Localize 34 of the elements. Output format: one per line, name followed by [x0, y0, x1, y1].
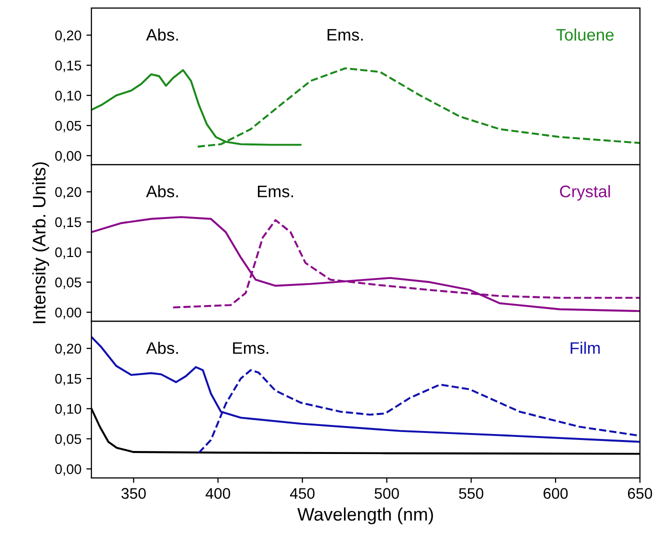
y-tick-label: 0,20 [55, 187, 82, 199]
annotation: Abs. [146, 185, 178, 198]
x-tick-label: 450 [290, 488, 315, 499]
annotation: Ems. [328, 29, 363, 41]
line-series [91, 216, 640, 312]
annotation: Abs. [146, 342, 178, 354]
x-tick-label: 500 [374, 488, 399, 499]
x-tick-label: 350 [121, 488, 146, 499]
x-tick-label: 550 [459, 488, 484, 499]
annotation: Ems. [233, 342, 268, 354]
y-tick-label: 0,20 [55, 30, 82, 42]
y-tick-label: 0,05 [55, 277, 82, 289]
annotation: Ems. [258, 186, 294, 198]
x-axis-title: Wavelength (nm) [297, 507, 433, 524]
y-tick-label: 0,10 [55, 404, 82, 416]
y-tick-label: 0,20 [55, 344, 82, 356]
annotation: Toluene [556, 28, 614, 41]
annotation: Abs. [146, 28, 178, 41]
y-tick-label: 0,15 [55, 217, 82, 229]
annotation: Crystal [560, 185, 610, 201]
y-tick-label: 0,10 [55, 90, 82, 102]
y-tick-label: 0,00 [55, 150, 82, 162]
y-tick-label: 0,15 [55, 374, 82, 386]
y-tick-label: 0,10 [55, 247, 82, 259]
x-tick-label: 400 [206, 488, 230, 499]
x-tick-label: 650 [628, 488, 652, 499]
y-tick-label: 0,05 [55, 434, 82, 446]
y-tick-label: 0,00 [55, 308, 82, 320]
y-tick-label: 0,15 [55, 60, 82, 72]
y-axis-title: Intensity (Arb. Units) [32, 162, 50, 324]
annotation: Film [570, 342, 600, 354]
y-tick-label: 0,00 [55, 464, 82, 476]
y-tick-label: 0,05 [55, 120, 82, 132]
x-tick-label: 600 [544, 488, 568, 499]
